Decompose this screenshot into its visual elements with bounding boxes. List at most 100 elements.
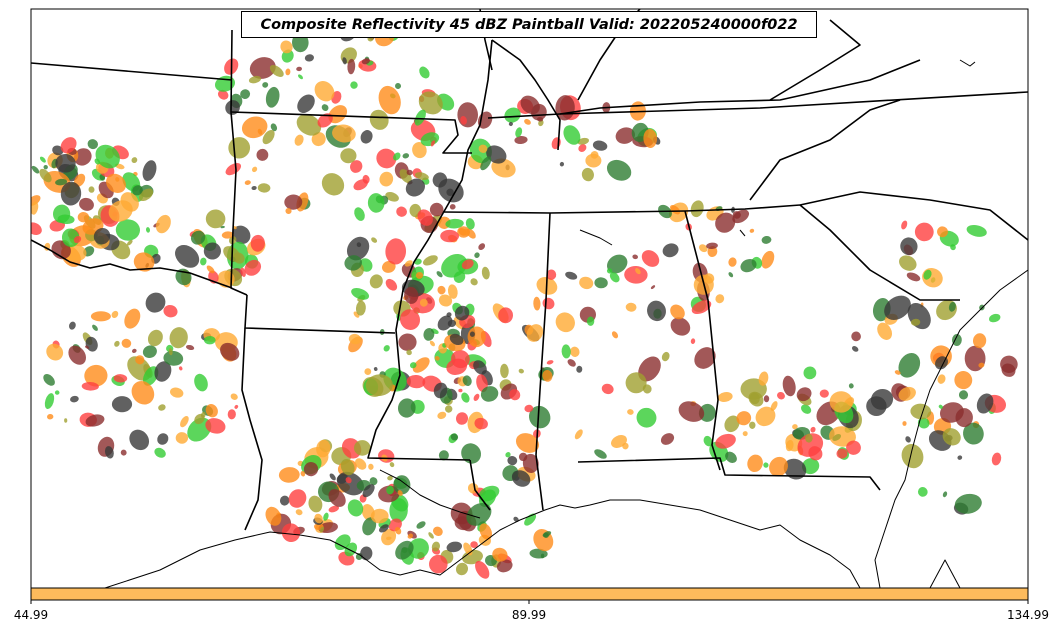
ky-border <box>559 59 921 115</box>
reflectivity-blob <box>540 553 545 559</box>
reflectivity-blob <box>386 536 392 541</box>
reflectivity-blob <box>143 366 159 386</box>
reflectivity-blob <box>479 523 492 540</box>
reflectivity-blob <box>321 173 345 196</box>
reflectivity-blob <box>328 105 348 124</box>
reflectivity-blob <box>625 302 637 312</box>
reflectivity-blob <box>175 268 192 286</box>
reflectivity-blob <box>194 373 208 392</box>
reflectivity-blob <box>638 356 661 382</box>
reflectivity-blob <box>155 214 171 234</box>
reflectivity-blob <box>565 271 578 280</box>
coastline <box>104 59 1028 588</box>
reflectivity-blob <box>269 65 284 77</box>
reflectivity-blob <box>819 389 829 398</box>
reflectivity-blob <box>662 243 679 258</box>
reflectivity-blob <box>220 342 240 361</box>
reflectivity-blob <box>586 316 595 326</box>
reflectivity-blob <box>163 305 178 318</box>
reflectivity-blob <box>418 91 443 115</box>
reflectivity-blob <box>298 74 303 80</box>
reflectivity-blob <box>732 209 750 224</box>
reflectivity-blob <box>175 245 200 268</box>
reflectivity-blob <box>496 559 513 573</box>
reflectivity-blob <box>647 300 666 322</box>
reflectivity-blob <box>73 173 86 187</box>
reflectivity-blob <box>423 255 438 266</box>
reflectivity-blob <box>280 40 293 54</box>
reflectivity-blob <box>79 197 94 211</box>
reflectivity-blob <box>297 94 315 113</box>
reflectivity-blob <box>429 340 435 347</box>
reflectivity-blob <box>250 234 265 252</box>
reflectivity-blob <box>725 451 737 464</box>
reflectivity-blob <box>988 313 1001 323</box>
reflectivity-blob <box>917 487 928 497</box>
ar-la-border <box>244 294 396 334</box>
reflectivity-blob <box>385 191 399 202</box>
reflectivity-blob <box>942 428 961 446</box>
reflectivity-blob <box>285 207 292 215</box>
reflectivity-blob <box>294 134 304 146</box>
reflectivity-blob <box>522 453 539 473</box>
reflectivity-blob <box>308 495 323 513</box>
reflectivity-blob <box>805 433 813 443</box>
reflectivity-blob <box>782 375 796 397</box>
reflectivity-blob <box>524 513 537 526</box>
reflectivity-blob <box>449 204 456 210</box>
reflectivity-blob <box>507 455 518 466</box>
reflectivity-blob <box>419 298 428 307</box>
reflectivity-blob <box>60 137 77 154</box>
reflectivity-blob <box>228 137 251 159</box>
reflectivity-blob <box>362 484 375 498</box>
reflectivity-blob <box>518 368 524 374</box>
reflectivity-blob <box>187 417 212 442</box>
reflectivity-blob <box>169 327 188 349</box>
reflectivity-blob <box>329 473 336 481</box>
reflectivity-blob <box>690 338 696 344</box>
reflectivity-blob <box>170 387 184 398</box>
reflectivity-blob <box>694 347 716 369</box>
reflectivity-blob <box>220 225 225 229</box>
reflectivity-blob <box>615 127 635 144</box>
reflectivity-blob <box>650 285 656 289</box>
reflectivity-blob <box>249 57 276 79</box>
ok-tx-red-river <box>31 239 233 289</box>
reflectivity-blob <box>546 360 554 365</box>
reflectivity-blob <box>433 526 443 537</box>
reflectivity-blob <box>346 236 370 261</box>
reflectivity-blob <box>542 370 553 382</box>
reflectivity-blob <box>336 474 348 484</box>
reflectivity-blob <box>643 129 658 148</box>
reflectivity-blob <box>478 243 486 250</box>
reflectivity-blob <box>606 159 632 181</box>
reflectivity-blob <box>905 436 911 443</box>
reflectivity-blob <box>470 278 478 286</box>
reflectivity-blob <box>135 355 145 365</box>
reflectivity-blob <box>251 185 257 191</box>
reflectivity-blob <box>769 456 788 477</box>
reflectivity-blob <box>465 218 475 230</box>
reflectivity-blob <box>796 387 812 402</box>
reflectivity-blob <box>609 272 620 283</box>
reflectivity-blob <box>138 188 154 202</box>
reflectivity-blob <box>585 153 602 168</box>
reflectivity-blob <box>524 119 531 125</box>
reflectivity-blob <box>379 524 389 533</box>
reflectivity-blob <box>910 403 932 420</box>
reflectivity-blob <box>848 383 854 389</box>
reflectivity-blob <box>938 404 943 409</box>
reflectivity-blob <box>314 81 335 102</box>
reflectivity-blob <box>478 485 500 502</box>
reflectivity-blob <box>900 237 918 256</box>
fl-panhandle-border <box>577 457 881 491</box>
reflectivity-blob <box>747 454 763 473</box>
reflectivity-blob <box>244 259 262 276</box>
reflectivity-blob <box>964 345 986 372</box>
reflectivity-blob <box>328 489 346 507</box>
reflectivity-blob <box>378 85 401 115</box>
reflectivity-blob <box>537 117 544 122</box>
reflectivity-blob <box>230 393 238 400</box>
reflectivity-blob <box>345 477 352 484</box>
